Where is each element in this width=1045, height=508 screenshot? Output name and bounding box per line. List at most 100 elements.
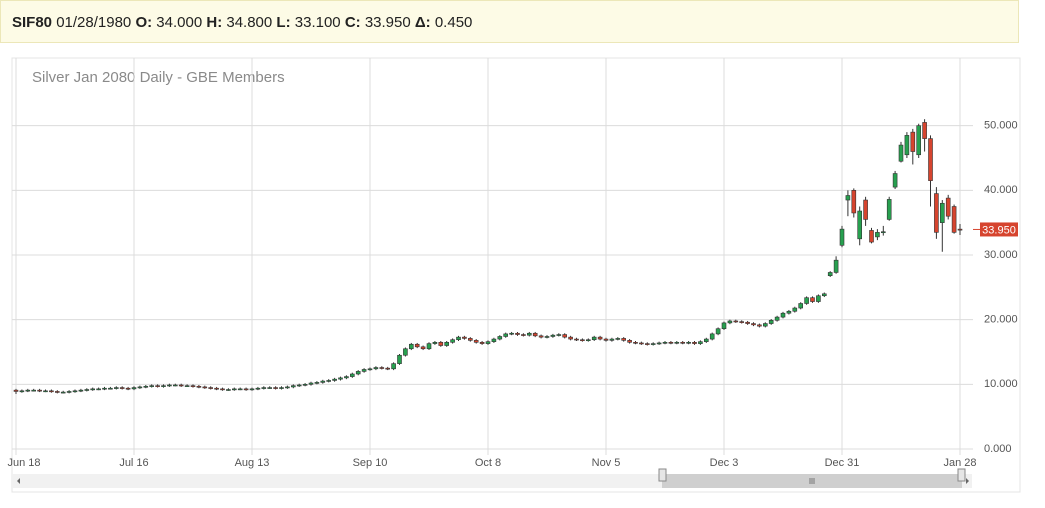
candle-body xyxy=(397,354,402,364)
candle-body xyxy=(290,385,296,388)
candle-body xyxy=(232,388,237,391)
candle-body xyxy=(114,387,119,389)
x-tick-label: Sep 10 xyxy=(353,457,388,469)
candle-body xyxy=(951,206,957,233)
y-tick-label: 40.000 xyxy=(984,184,1018,196)
candle-body xyxy=(721,322,727,330)
candle-body xyxy=(54,391,60,393)
candle-body xyxy=(190,385,196,387)
candle-body xyxy=(243,388,249,391)
candle-body xyxy=(939,202,945,223)
candle-body xyxy=(591,336,597,341)
candle-body xyxy=(473,340,479,343)
candle-body xyxy=(314,382,320,384)
candle-body xyxy=(916,125,922,156)
candle-body xyxy=(739,321,745,323)
candle-body xyxy=(585,339,591,342)
chart-frame xyxy=(11,57,1021,493)
candle-body xyxy=(845,195,851,201)
candle-body xyxy=(467,338,473,341)
x-tick-label: Dec 3 xyxy=(710,457,739,469)
last-price-tag xyxy=(980,222,1018,237)
candle-body xyxy=(462,336,467,339)
candle-body xyxy=(880,231,886,234)
candle-body xyxy=(149,385,154,387)
candle-body xyxy=(892,173,898,188)
candle-body xyxy=(273,387,278,389)
candle-body xyxy=(886,199,892,220)
candle-body xyxy=(497,336,503,340)
candle-body xyxy=(279,387,284,389)
candle-body xyxy=(237,388,243,391)
candle-body xyxy=(786,310,792,314)
candle-body xyxy=(774,316,780,321)
candle-body xyxy=(137,386,143,389)
candle-body xyxy=(609,338,615,341)
candle-body xyxy=(562,334,568,338)
x-tick-label: Jan 28 xyxy=(943,457,976,469)
quote-header: SIF80 01/28/1980 O: 34.000 H: 34.800 L: … xyxy=(0,0,1019,43)
candle-body xyxy=(538,335,544,338)
candle-body xyxy=(615,338,621,340)
x-tick-label: Jun 18 xyxy=(7,457,40,469)
field-value: 34.000 xyxy=(156,14,203,31)
candle-body xyxy=(249,388,255,391)
candle-body xyxy=(639,342,644,345)
candle-body xyxy=(255,387,261,390)
candle-body xyxy=(904,135,910,156)
candle-body xyxy=(173,384,178,387)
candle-body xyxy=(656,342,662,345)
candle-body xyxy=(373,367,379,370)
candle-body xyxy=(379,367,385,369)
candle-body xyxy=(125,387,131,390)
candle-body xyxy=(751,323,756,326)
candle-body xyxy=(945,197,951,217)
scroll-right[interactable] xyxy=(966,478,969,484)
scroll-handle[interactable] xyxy=(658,468,667,482)
candle-body xyxy=(479,341,485,344)
candle-body xyxy=(31,389,37,392)
candle-body xyxy=(515,332,520,335)
candle-body xyxy=(102,387,107,390)
candle-body xyxy=(184,385,190,387)
candle-body xyxy=(220,388,225,391)
candle-body xyxy=(196,385,202,388)
candle-body xyxy=(857,210,863,240)
candle-body xyxy=(78,389,84,392)
field-label: H: xyxy=(206,14,223,31)
candle-body xyxy=(296,384,302,387)
candle-body xyxy=(910,131,916,152)
candle-body xyxy=(928,138,933,181)
candle-body xyxy=(556,334,562,336)
candle-body xyxy=(361,369,367,372)
candle-body xyxy=(692,341,697,344)
x-tick-label: Dec 31 xyxy=(825,457,860,469)
candle-body xyxy=(432,341,438,344)
candle-body xyxy=(526,332,532,336)
x-tick-label: Oct 8 xyxy=(475,457,501,469)
candle-body xyxy=(214,387,219,390)
candle-body xyxy=(550,334,556,337)
field-value: 33.100 xyxy=(294,14,341,31)
y-tick-label: 30.000 xyxy=(984,249,1018,261)
candle-body xyxy=(408,343,414,350)
scroll-left[interactable] xyxy=(17,478,20,484)
candle-body xyxy=(60,391,66,394)
candle-body xyxy=(580,339,585,342)
candle-body xyxy=(662,341,668,344)
candle-body xyxy=(72,390,78,393)
candle-body xyxy=(143,385,149,388)
field-value: 0.450 xyxy=(434,14,473,31)
candle-body xyxy=(226,389,231,391)
candle-body xyxy=(326,380,332,382)
candle-body xyxy=(703,338,709,342)
candle-body xyxy=(680,341,686,344)
candle-body xyxy=(320,380,326,383)
scroll-handle[interactable] xyxy=(957,468,966,482)
candle-body xyxy=(898,144,904,162)
y-tick-label: 50.000 xyxy=(984,120,1018,132)
candle-body xyxy=(167,384,172,387)
candle-body xyxy=(762,323,768,327)
candle-body xyxy=(355,371,361,375)
candle-body xyxy=(25,389,31,392)
